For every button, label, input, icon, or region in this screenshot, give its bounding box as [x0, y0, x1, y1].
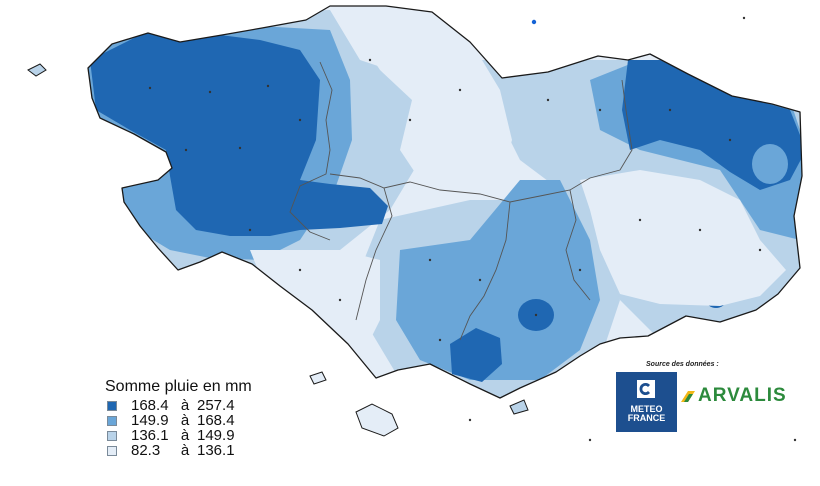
zone-149-168-east-patch — [752, 144, 788, 184]
legend-high: 149.9 — [197, 427, 235, 444]
legend-separator: à — [180, 412, 190, 429]
meteo-france-line2: FRANCE — [627, 413, 666, 423]
legend-separator: à — [180, 442, 190, 459]
legend-title: Somme pluie en mm — [105, 378, 252, 395]
legend-low: 82.3 — [131, 442, 161, 459]
arvalis-wordmark: ARVALIS — [698, 385, 787, 406]
legend-low: 149.9 — [131, 412, 169, 429]
arvalis-logo: ARVALIS — [680, 384, 787, 408]
source-label: Source des données : — [646, 361, 719, 368]
legend-high: 136.1 — [197, 442, 235, 459]
rainfall-zones — [88, 6, 802, 398]
legend-low: 136.1 — [131, 427, 169, 444]
meteo-france-line1: METEO — [630, 404, 663, 414]
coastline — [87, 5, 803, 399]
legend-high: 168.4 — [197, 412, 235, 429]
island-belle-ile — [355, 403, 399, 437]
legend-separator: à — [180, 427, 190, 444]
zone-168-257-south — [450, 328, 502, 382]
legend-separator: à — [180, 397, 190, 414]
legend-high: 257.4 — [197, 397, 235, 414]
legend-swatch — [107, 400, 117, 411]
zone-168-257-west — [90, 30, 388, 236]
zone-82-136-north — [356, 6, 512, 190]
meteo-france-mark-icon — [637, 380, 655, 398]
island-groix — [309, 371, 327, 385]
legend-row: 82.3 à 136.1 — [105, 442, 305, 459]
zone-149-168-center — [396, 180, 600, 380]
island-noirmoutier — [509, 399, 529, 415]
legend-row: 136.1 à 149.9 — [105, 427, 305, 444]
legend-row: 168.4 à 257.4 — [105, 397, 305, 414]
legend: Somme pluie en mm 168.4 à 257.4 149.9 à … — [105, 378, 305, 459]
zone-82-136-east — [580, 170, 786, 306]
zone-82-136-south — [250, 250, 380, 360]
legend-swatch — [107, 445, 117, 456]
legend-low: 168.4 — [131, 397, 169, 414]
marker-dot — [531, 19, 537, 25]
legend-row: 149.9 à 168.4 — [105, 412, 305, 429]
legend-swatch — [107, 415, 117, 426]
island-ouessant — [27, 63, 47, 77]
meteo-france-logo: METEO FRANCE — [616, 372, 677, 432]
arvalis-leaf-icon — [681, 391, 695, 402]
legend-swatch — [107, 430, 117, 441]
department-borders — [289, 61, 633, 341]
